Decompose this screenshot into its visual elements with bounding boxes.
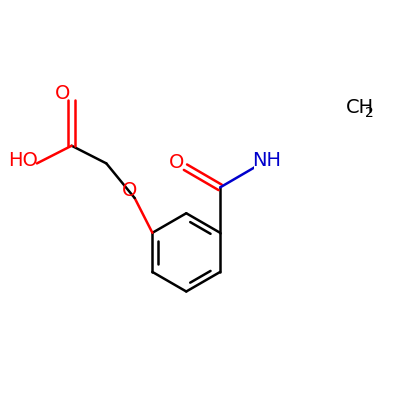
Text: CH: CH xyxy=(346,98,374,117)
Text: NH: NH xyxy=(252,151,281,170)
Text: O: O xyxy=(55,84,70,104)
Text: HO: HO xyxy=(8,151,38,170)
Text: O: O xyxy=(122,181,137,200)
Text: O: O xyxy=(169,153,184,172)
Text: 2: 2 xyxy=(365,106,374,120)
